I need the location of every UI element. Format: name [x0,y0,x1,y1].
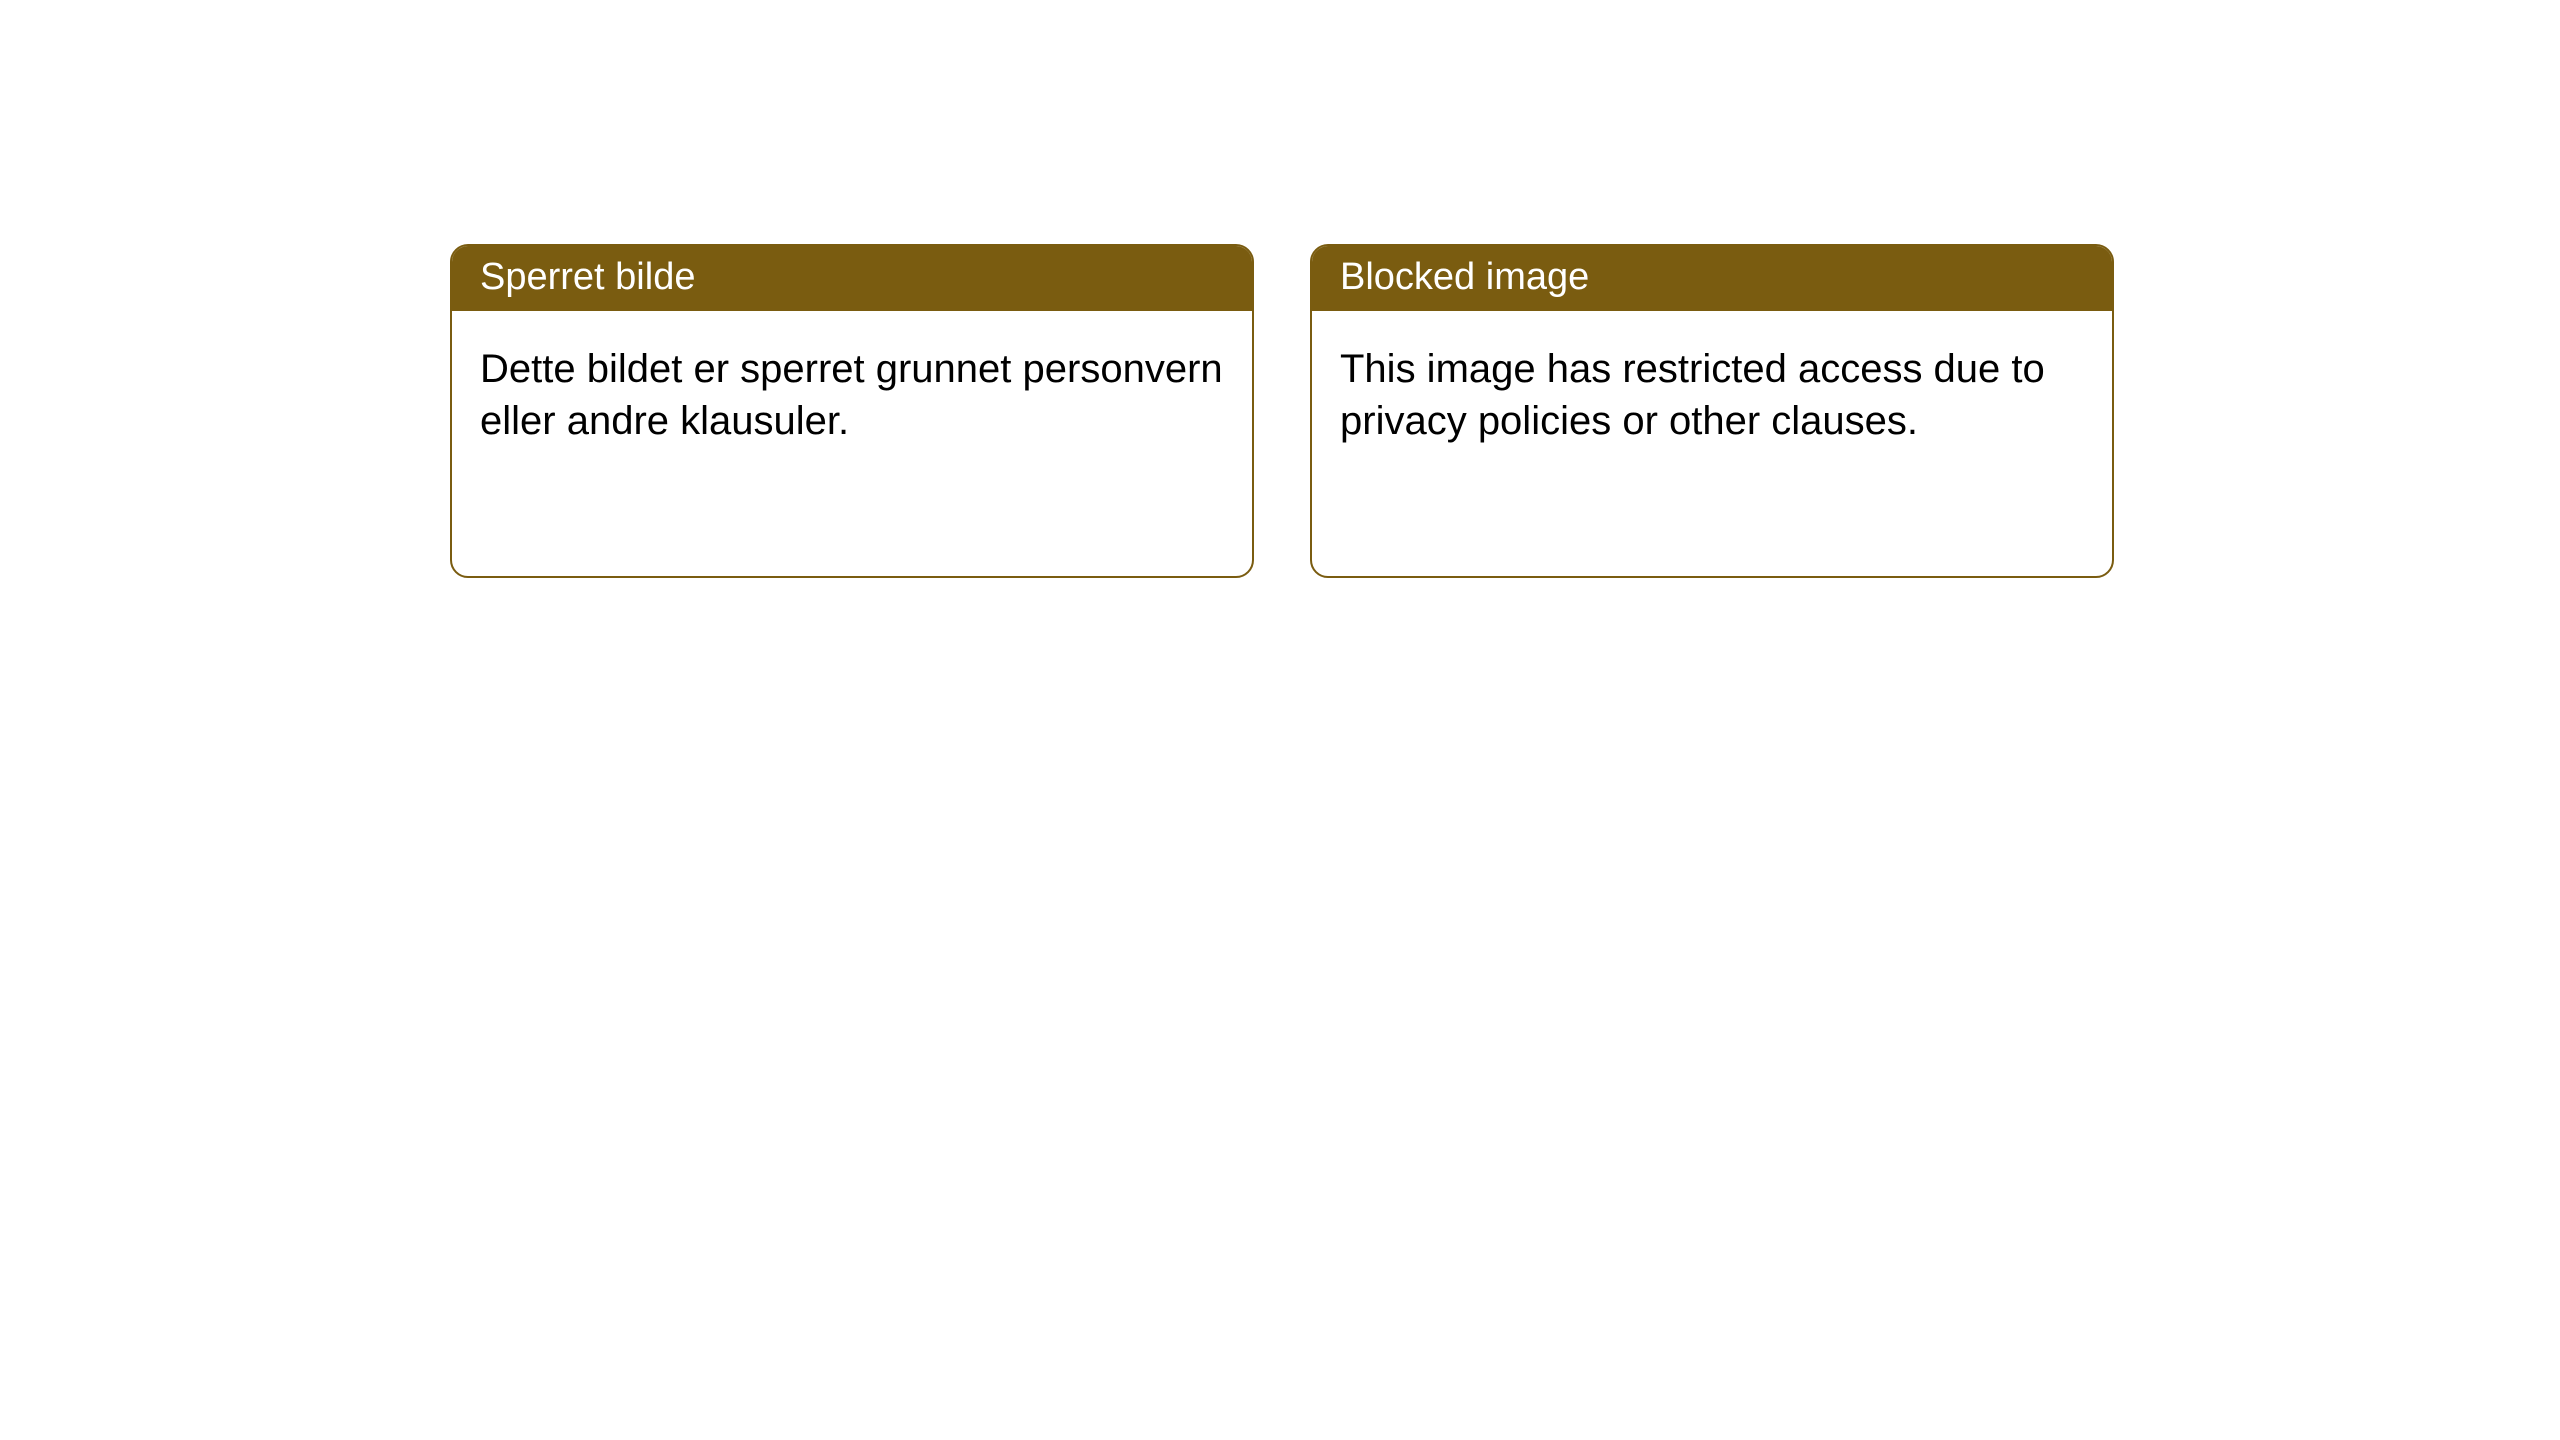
card-body: Dette bildet er sperret grunnet personve… [452,311,1252,479]
card-header: Blocked image [1312,246,2112,311]
card-body-text: Dette bildet er sperret grunnet personve… [480,347,1223,443]
card-body-text: This image has restricted access due to … [1340,347,2045,443]
card-title: Blocked image [1340,256,1589,298]
notice-card-english: Blocked image This image has restricted … [1310,244,2114,578]
notice-cards-container: Sperret bilde Dette bildet er sperret gr… [450,244,2114,578]
notice-card-norwegian: Sperret bilde Dette bildet er sperret gr… [450,244,1254,578]
card-header: Sperret bilde [452,246,1252,311]
card-body: This image has restricted access due to … [1312,311,2112,479]
card-title: Sperret bilde [480,256,695,298]
